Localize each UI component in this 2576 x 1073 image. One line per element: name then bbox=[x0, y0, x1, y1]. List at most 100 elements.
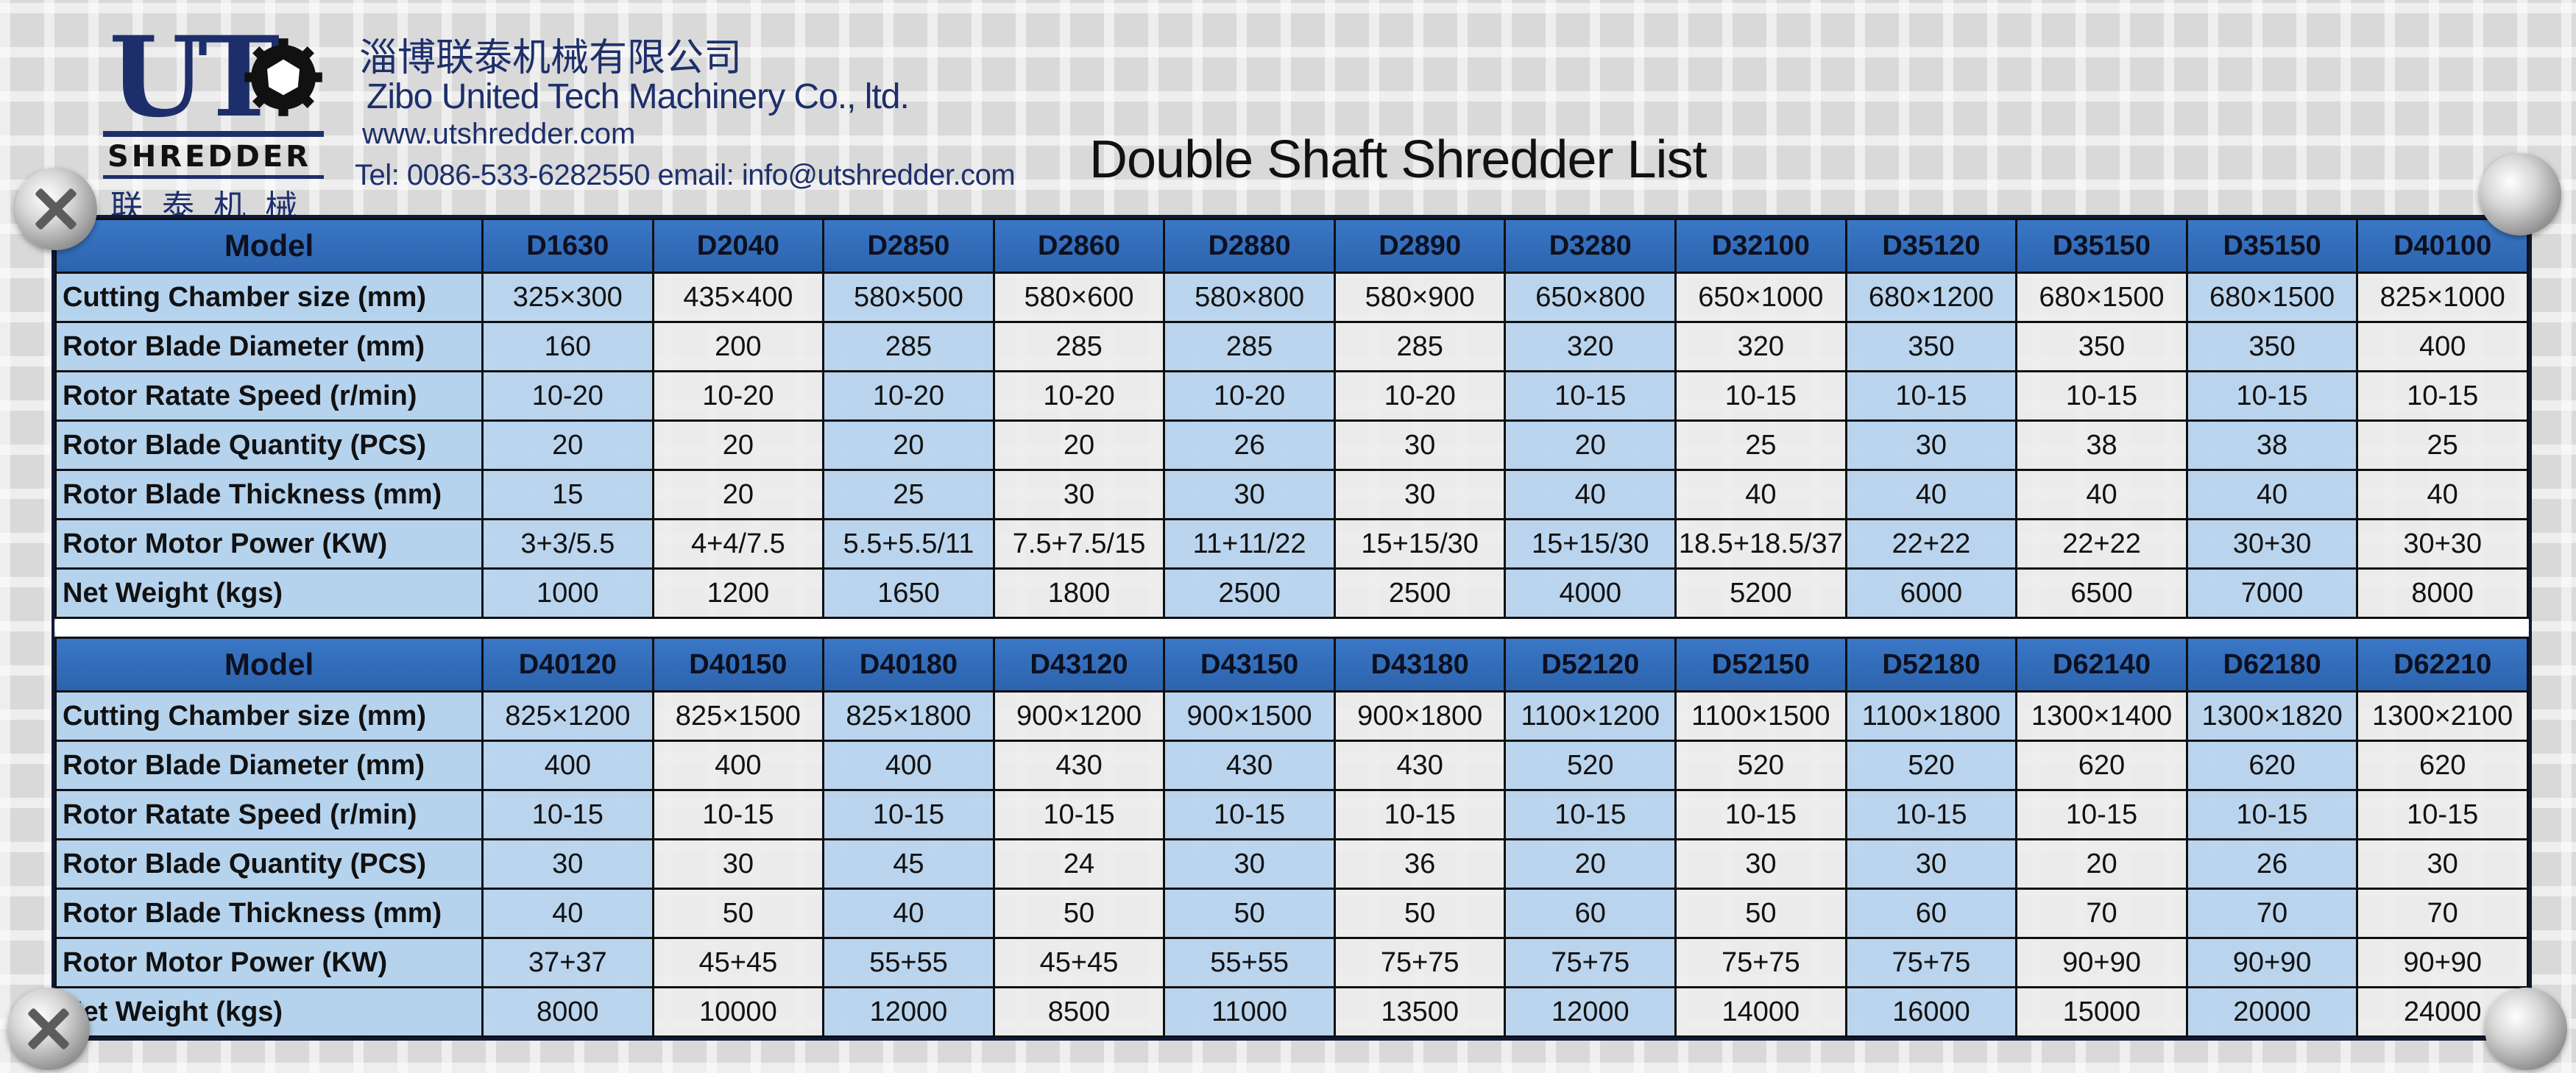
table-cell: 15+15/30 bbox=[1333, 518, 1507, 570]
table-cell: 6500 bbox=[2015, 567, 2188, 619]
table-row: Rotor Ratate Speed (r/min) 10-15 10-15 10-1… bbox=[54, 789, 2529, 840]
table-cell: 75+75 bbox=[1844, 937, 2018, 988]
table-cell: 160 bbox=[481, 321, 654, 372]
table-cell: 15000 bbox=[2015, 986, 2188, 1038]
table-cell: 40 bbox=[822, 888, 995, 939]
table-cell: 1300×2100 bbox=[2356, 690, 2529, 742]
model-name: D2890 bbox=[1333, 218, 1507, 274]
model-name: D62140 bbox=[2015, 637, 2188, 693]
table-cell: 10-15 bbox=[2015, 370, 2188, 422]
table-cell: 20 bbox=[822, 419, 995, 471]
table-cell: 70 bbox=[2015, 888, 2188, 939]
table-cell: 25 bbox=[1674, 419, 1847, 471]
company-logo: UT SHREDDER 联泰机械 bbox=[103, 22, 324, 226]
table-cell: 40 bbox=[1504, 469, 1677, 520]
table-cell: 8000 bbox=[481, 986, 654, 1038]
table-cell: 30 bbox=[1163, 469, 1336, 520]
model-name: D1630 bbox=[481, 218, 654, 274]
table-cell: 1300×1820 bbox=[2185, 690, 2359, 742]
logo-word: SHREDDER bbox=[107, 140, 311, 174]
table-cell: 1100×1500 bbox=[1674, 690, 1847, 742]
model-header-row: Model D1630 D2040 D2850 D2860 D2880 D2890 D3280… bbox=[54, 218, 2529, 274]
company-contact: Tel: 0086-533-6282550 email: info@utshre… bbox=[355, 159, 1016, 191]
header: UT SHREDDER 联泰机械 淄博联泰机械有限公司 Zibo United … bbox=[0, 0, 2576, 226]
model-name: D43180 bbox=[1333, 637, 1507, 693]
table-cell: 430 bbox=[1333, 740, 1507, 791]
screw-icon bbox=[7, 988, 90, 1070]
table-cell: 30+30 bbox=[2185, 518, 2359, 570]
table-cell: 38 bbox=[2015, 419, 2188, 471]
table-cell: 15 bbox=[481, 469, 654, 520]
table-cell: 325×300 bbox=[481, 272, 654, 323]
table-cell: 430 bbox=[992, 740, 1166, 791]
screw-icon bbox=[2485, 988, 2567, 1070]
table-cell: 400 bbox=[651, 740, 825, 791]
table-cell: 30 bbox=[1674, 838, 1847, 890]
table-cell: 10-20 bbox=[481, 370, 654, 422]
table-cell: 825×1000 bbox=[2356, 272, 2529, 323]
table-cell: 620 bbox=[2185, 740, 2359, 791]
table-cell: 285 bbox=[822, 321, 995, 372]
spacer-cell bbox=[55, 617, 2528, 639]
table-cell: 70 bbox=[2185, 888, 2359, 939]
table-cell: 10-15 bbox=[992, 789, 1166, 840]
table-row: Net Weight (kgs) 8000 10000 12000 8500 11000 1… bbox=[54, 986, 2529, 1038]
table-cell: 55+55 bbox=[1163, 937, 1336, 988]
table-cell: 26 bbox=[1163, 419, 1336, 471]
model-name: D62210 bbox=[2356, 637, 2529, 693]
table-cell: 10-15 bbox=[2015, 789, 2188, 840]
table-cell: 75+75 bbox=[1333, 937, 1507, 988]
table-cell: 10-20 bbox=[822, 370, 995, 422]
model-header-row: Model D40120 D40150 D40180 D43120 D43150 D4318… bbox=[54, 637, 2529, 693]
table-spacer bbox=[55, 617, 2528, 639]
table-cell: 40 bbox=[2015, 469, 2188, 520]
table-cell: 1100×1800 bbox=[1844, 690, 2018, 742]
table-cell: 75+75 bbox=[1504, 937, 1677, 988]
table-cell: 15+15/30 bbox=[1504, 518, 1677, 570]
table-cell: 620 bbox=[2356, 740, 2529, 791]
table-cell: 30 bbox=[992, 469, 1166, 520]
table-cell: 4000 bbox=[1504, 567, 1677, 619]
table-cell: 825×1500 bbox=[651, 690, 825, 742]
table-cell: 50 bbox=[1163, 888, 1336, 939]
model-name: D32100 bbox=[1674, 218, 1847, 274]
row-label: Rotor Ratate Speed (r/min) bbox=[54, 370, 484, 422]
table-cell: 1650 bbox=[822, 567, 995, 619]
table-cell: 900×1800 bbox=[1333, 690, 1507, 742]
table-cell: 20 bbox=[651, 419, 825, 471]
table-cell: 2500 bbox=[1163, 567, 1336, 619]
table-cell: 50 bbox=[1333, 888, 1507, 939]
table-cell: 25 bbox=[822, 469, 995, 520]
table-cell: 25 bbox=[2356, 419, 2529, 471]
table-cell: 350 bbox=[1844, 321, 2018, 372]
table-cell: 4+4/7.5 bbox=[651, 518, 825, 570]
row-label: Rotor Blade Thickness (mm) bbox=[54, 888, 484, 939]
table-cell: 30 bbox=[1333, 469, 1507, 520]
table-cell: 20 bbox=[992, 419, 1166, 471]
table-cell: 5.5+5.5/11 bbox=[822, 518, 995, 570]
table-cell: 520 bbox=[1844, 740, 2018, 791]
row-label: Rotor Blade Diameter (mm) bbox=[54, 740, 484, 791]
table-row: Net Weight (kgs) 1000 1200 1650 1800 2500 2500… bbox=[54, 567, 2529, 619]
table-cell: 11+11/22 bbox=[1163, 518, 1336, 570]
table-row: Rotor Blade Diameter (mm) 160 200 285 285 285… bbox=[54, 321, 2529, 372]
model-name: D40120 bbox=[481, 637, 654, 693]
table-cell: 10-15 bbox=[1504, 789, 1677, 840]
table-cell: 825×1200 bbox=[481, 690, 654, 742]
table-cell: 10000 bbox=[651, 986, 825, 1038]
row-label: Rotor Blade Quantity (PCS) bbox=[54, 838, 484, 890]
table-cell: 10-15 bbox=[651, 789, 825, 840]
table-cell: 10-15 bbox=[2356, 789, 2529, 840]
model-name: D2040 bbox=[651, 218, 825, 274]
table-cell: 55+55 bbox=[822, 937, 995, 988]
table-cell: 650×1000 bbox=[1674, 272, 1847, 323]
table-cell: 50 bbox=[651, 888, 825, 939]
table-cell: 90+90 bbox=[2015, 937, 2188, 988]
screw-icon bbox=[15, 168, 97, 250]
page-title: Double Shaft Shredder List bbox=[1089, 130, 1708, 189]
table-cell: 1100×1200 bbox=[1504, 690, 1677, 742]
table-cell: 37+37 bbox=[481, 937, 654, 988]
table-cell: 20000 bbox=[2185, 986, 2359, 1038]
table-cell: 285 bbox=[1163, 321, 1336, 372]
spec-table: Model D1630 D2040 D2850 D2860 D2880 D2890 D3280… bbox=[54, 218, 2529, 1038]
